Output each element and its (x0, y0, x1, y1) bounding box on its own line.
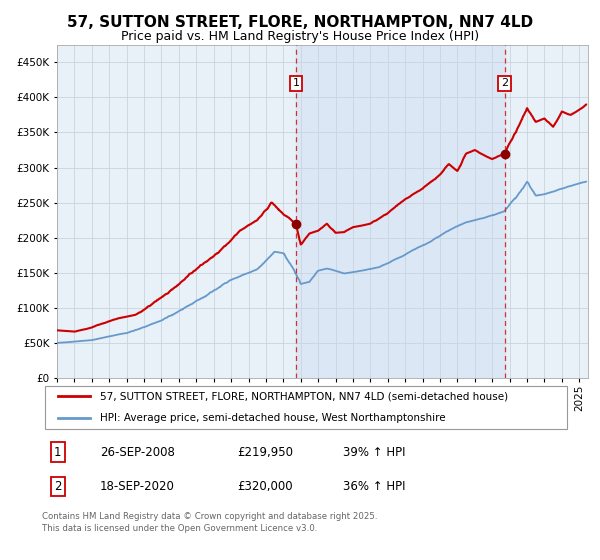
Text: 57, SUTTON STREET, FLORE, NORTHAMPTON, NN7 4LD: 57, SUTTON STREET, FLORE, NORTHAMPTON, N… (67, 15, 533, 30)
Text: £219,950: £219,950 (238, 446, 293, 459)
Text: 39% ↑ HPI: 39% ↑ HPI (343, 446, 406, 459)
Text: 2: 2 (501, 78, 508, 88)
Text: 36% ↑ HPI: 36% ↑ HPI (343, 480, 406, 493)
Text: 57, SUTTON STREET, FLORE, NORTHAMPTON, NN7 4LD (semi-detached house): 57, SUTTON STREET, FLORE, NORTHAMPTON, N… (100, 391, 508, 402)
Text: HPI: Average price, semi-detached house, West Northamptonshire: HPI: Average price, semi-detached house,… (100, 413, 446, 423)
Text: Contains HM Land Registry data © Crown copyright and database right 2025.
This d: Contains HM Land Registry data © Crown c… (42, 512, 377, 533)
Text: 2: 2 (54, 480, 62, 493)
Text: Price paid vs. HM Land Registry's House Price Index (HPI): Price paid vs. HM Land Registry's House … (121, 30, 479, 43)
Text: 26-SEP-2008: 26-SEP-2008 (100, 446, 175, 459)
Text: 1: 1 (54, 446, 62, 459)
Text: £320,000: £320,000 (238, 480, 293, 493)
Bar (296, 45, 505, 378)
Text: 18-SEP-2020: 18-SEP-2020 (100, 480, 175, 493)
FancyBboxPatch shape (44, 386, 568, 429)
Text: 1: 1 (293, 78, 299, 88)
